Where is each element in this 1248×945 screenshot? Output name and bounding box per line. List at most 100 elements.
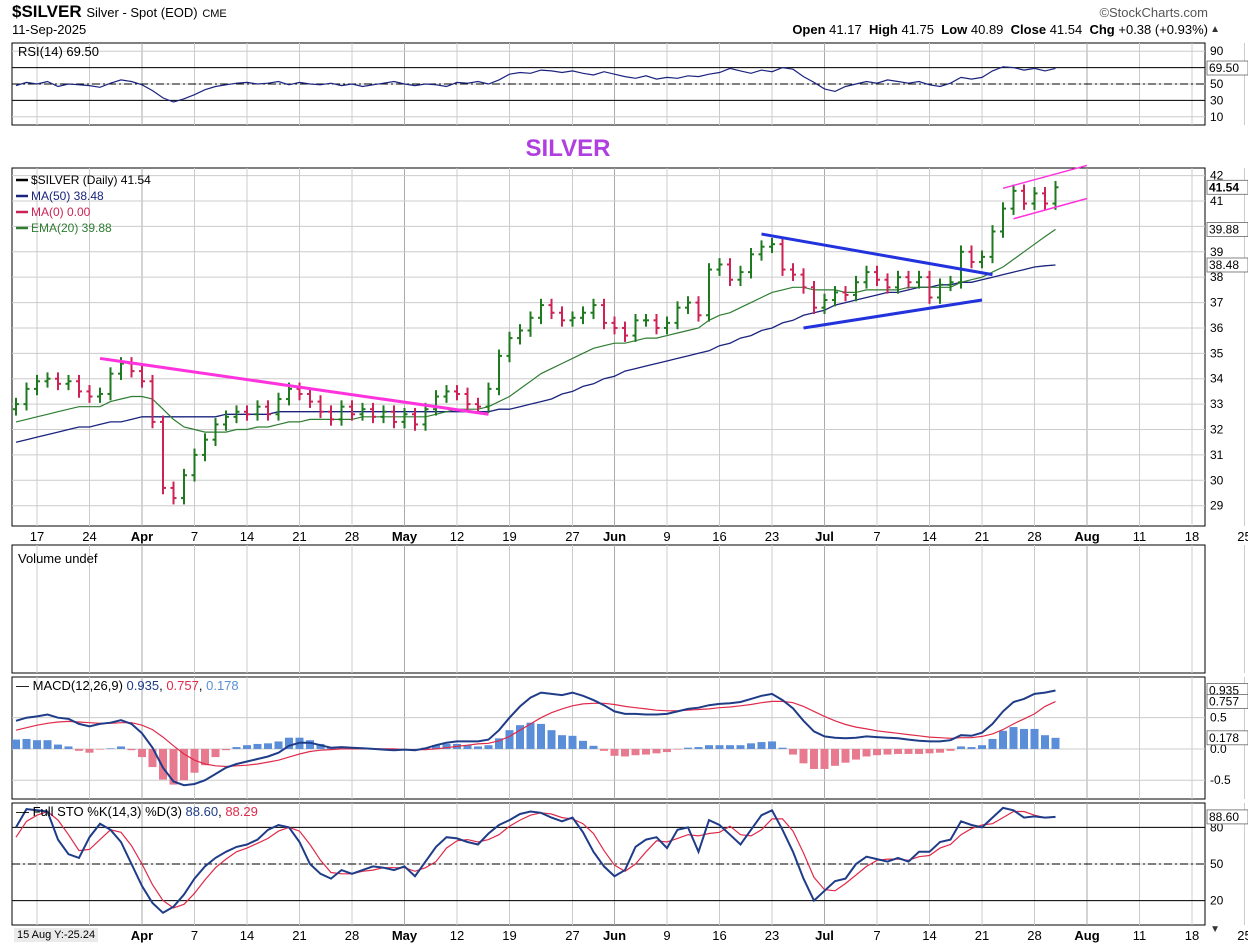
macd-histogram-bar [22,738,31,749]
ma50-line [15,264,1056,443]
x-tick-label: Apr [131,529,153,544]
x-tick-label: 19 [502,529,516,544]
macd-histogram-bar [148,748,157,768]
x-tick-label: 25 [1237,529,1248,544]
x-tick-label-bottom: 25 [1237,928,1248,943]
ema20-last-value: 39.88 [1209,222,1239,236]
rsi-last-value-box [1206,60,1248,76]
macd-histogram-bar [316,743,325,749]
macd-histogram-bar [274,741,283,749]
macd-histogram-bar [799,748,808,764]
macd-histogram-bar [999,730,1007,749]
hist-last-value-box [1206,730,1248,746]
volume-legend: Volume undef [18,551,98,566]
macd-histogram-bar [894,748,902,754]
macd-histogram-bar [862,748,871,757]
rsi-legend: RSI(14) 69.50 [18,44,99,59]
y-tick-label: 38 [1210,270,1224,284]
ma0-legend: MA(0) 0.00 [31,205,91,219]
macd-histogram-bar [978,745,986,749]
x-tick-label: Aug [1074,529,1099,544]
rsi-last-value: 69.50 [1209,61,1239,75]
x-tick-label-bottom: Jul [815,928,834,943]
macd-histogram-bar [117,746,125,749]
macd-histogram-bar [852,748,860,760]
macd-histogram-bar [568,735,577,749]
x-tick-label-bottom: 9 [663,928,670,943]
macd-histogram-bar [264,743,272,749]
symbol-title: $SILVER Silver - Spot (EOD) CME [12,2,227,22]
macd-histogram-bar [253,743,262,749]
macd-last-value: 0.935 [1209,683,1239,697]
x-tick-label-bottom: 28 [345,928,359,943]
macd-histogram-bar [463,745,472,749]
macd-legend: — MACD(12,26,9) 0.935, 0.757, 0.178 [16,678,239,693]
x-tick-label-bottom: 7 [873,928,880,943]
low-value: 40.89 [970,22,1004,37]
macd-histogram-bar [432,745,440,749]
macd-histogram-bar [169,748,178,785]
x-tick-label-bottom: 18 [1185,928,1199,943]
macd-histogram-bar [810,748,818,769]
sto-last-value: 88.60 [1209,810,1239,824]
macd-histogram-bar [64,746,73,749]
high-value: 41.75 [901,22,935,37]
ma50-last-value: 38.48 [1209,258,1239,272]
x-tick-label: 24 [82,529,96,544]
scroll-down-icon[interactable]: ▼ [1210,924,1220,935]
macd-histogram-bar [579,740,587,749]
x-tick-label-bottom: 19 [502,928,516,943]
x-tick-label-bottom: 7 [191,928,198,943]
x-tick-label: 7 [873,529,880,544]
macd-histogram-bar [673,748,682,750]
macd-histogram-bar [1051,737,1060,749]
signal-last-value-box [1206,694,1248,709]
blue-upper-trendline [761,232,993,277]
macd-histogram-bar [684,747,692,749]
macd-histogram-bar [778,747,787,749]
macd-histogram-bar [1030,728,1039,749]
y-tick-label: 30 [1210,473,1224,487]
macd-histogram-bar [537,723,545,749]
chart-date: 11-Sep-2025 [12,22,87,37]
macd-histogram-bar [484,745,493,749]
x-tick-label-bottom: May [392,928,418,943]
macd-histogram-bar [904,748,913,754]
macd-histogram-bar [211,748,220,758]
magenta-downtrend-line [99,356,489,416]
x-tick-label-bottom: 16 [712,928,726,943]
macd-histogram-bar [474,746,482,749]
y-tick-label: 37 [1210,296,1224,310]
macd-histogram-bar [957,746,965,749]
macd-histogram-bar [705,745,713,749]
y-tick-label: 0.0 [1210,742,1227,756]
macd-histogram-bar [747,743,755,749]
macd-histogram-bar [831,748,839,766]
ema20-legend: EMA(20) 39.88 [31,221,112,235]
x-tick-label-bottom: 14 [240,928,254,943]
macd-histogram-bar [925,748,934,754]
macd-histogram-bar [789,748,797,755]
macd-histogram-bar [222,748,230,751]
x-tick-label-bottom: 11 [1133,928,1147,943]
y-tick-label: 41 [1210,194,1224,208]
x-tick-label-bottom: 14 [922,928,936,943]
y-tick-label: 0.5 [1210,711,1227,725]
macd-histogram-bar [138,748,146,758]
macd-histogram-bar [54,744,62,749]
y-tick-label: 30 [1210,93,1224,107]
macd-histogram-bar [757,742,766,749]
change-value: +0.38 (+0.93%) [1118,22,1208,37]
y-tick-label: 33 [1210,397,1224,411]
macd-histogram-bar [232,747,241,749]
macd-histogram-bar [127,748,136,751]
x-tick-label: 14 [240,529,254,544]
scroll-up-icon[interactable]: ▲ [1210,24,1220,35]
symbol: $SILVER [12,2,82,21]
macd-histogram-bar [558,735,566,749]
x-tick-label: Jun [603,529,626,544]
rsi-line [15,66,1056,103]
macd-histogram-bar [96,748,104,750]
macd-histogram-bar [1009,727,1018,749]
